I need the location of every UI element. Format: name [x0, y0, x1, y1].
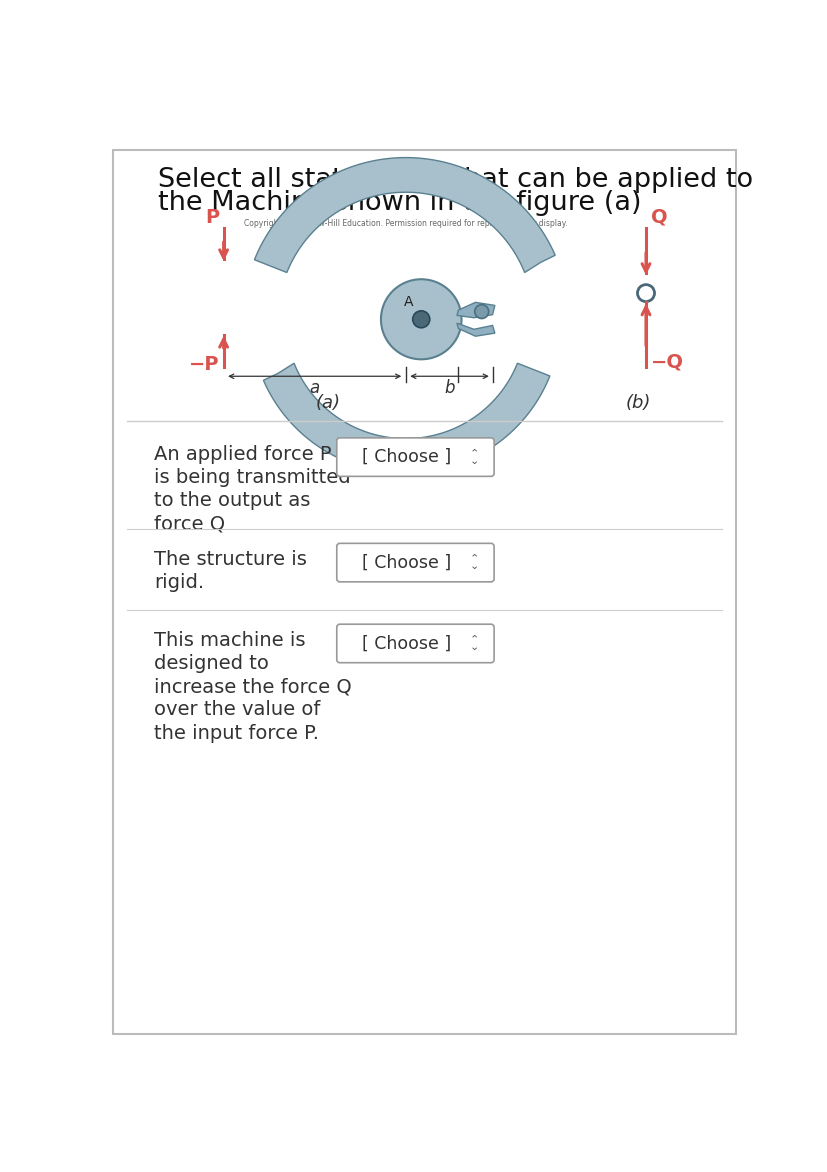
Text: [ Choose ]: [ Choose ] — [361, 553, 451, 572]
Text: Q: Q — [650, 207, 667, 227]
Text: [ Choose ]: [ Choose ] — [361, 448, 451, 466]
Text: force Q: force Q — [154, 515, 225, 533]
Text: rigid.: rigid. — [154, 573, 203, 592]
Text: An applied force P: An applied force P — [154, 445, 331, 464]
FancyBboxPatch shape — [337, 438, 494, 476]
FancyBboxPatch shape — [112, 150, 735, 1034]
Text: b: b — [444, 380, 455, 397]
Text: ⌄: ⌄ — [469, 642, 478, 653]
Circle shape — [474, 305, 488, 319]
Text: is being transmitted: is being transmitted — [154, 468, 350, 486]
Text: Select all statements that can be applied to: Select all statements that can be applie… — [158, 166, 752, 193]
Text: to the output as: to the output as — [154, 491, 310, 510]
Text: This machine is: This machine is — [154, 632, 305, 650]
Text: [ Choose ]: [ Choose ] — [361, 634, 451, 653]
Text: The structure is: The structure is — [154, 551, 306, 570]
Text: ⌃: ⌃ — [469, 448, 478, 458]
Circle shape — [412, 311, 429, 328]
Circle shape — [380, 279, 461, 360]
Text: ⌄: ⌄ — [469, 456, 478, 466]
Text: designed to: designed to — [154, 654, 269, 673]
Text: the input force P.: the input force P. — [154, 723, 318, 743]
Polygon shape — [254, 157, 555, 273]
Text: −P: −P — [189, 355, 219, 375]
FancyBboxPatch shape — [337, 625, 494, 662]
Text: (a): (a) — [315, 394, 341, 413]
Text: over the value of: over the value of — [154, 701, 320, 720]
Text: Copyright © McGraw-Hill Education. Permission required for reproduction or displ: Copyright © McGraw-Hill Education. Permi… — [244, 219, 566, 229]
Text: ⌃: ⌃ — [469, 553, 478, 564]
Text: P: P — [205, 207, 219, 227]
Text: ⌃: ⌃ — [469, 634, 478, 645]
Polygon shape — [457, 323, 495, 336]
Text: (b): (b) — [625, 394, 650, 413]
Text: a: a — [308, 380, 319, 397]
Text: A: A — [404, 295, 414, 309]
Polygon shape — [263, 363, 549, 473]
Text: increase the force Q: increase the force Q — [154, 677, 351, 696]
Polygon shape — [457, 302, 495, 318]
Text: ⌄: ⌄ — [469, 561, 478, 572]
Circle shape — [637, 285, 653, 301]
Text: the Machine shown in the figure (a): the Machine shown in the figure (a) — [158, 190, 640, 216]
Text: −Q: −Q — [650, 353, 683, 372]
FancyBboxPatch shape — [337, 544, 494, 581]
